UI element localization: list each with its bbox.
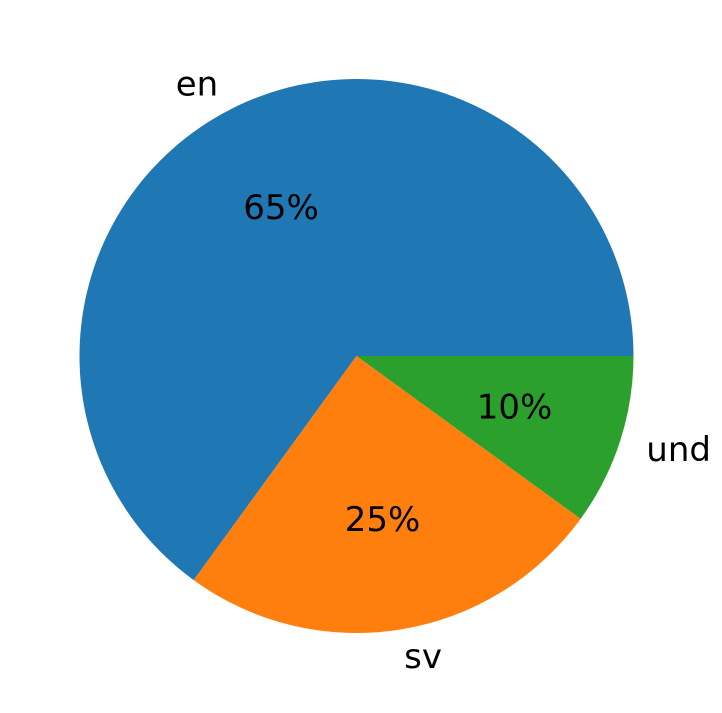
category-label-en: en (176, 65, 218, 105)
category-label-sv: sv (404, 637, 442, 677)
percent-label-sv: 25% (345, 500, 421, 540)
category-label-und: und (646, 430, 711, 470)
pie-labels: en 65% sv 25% und 10% (176, 65, 711, 677)
pie-slices (79, 78, 634, 633)
percent-label-und: 10% (477, 387, 553, 427)
pie-slice-sv (193, 356, 581, 633)
pie-slice-en (79, 78, 634, 581)
percent-label-en: 65% (243, 188, 319, 228)
pie-slice-und (356, 356, 634, 519)
